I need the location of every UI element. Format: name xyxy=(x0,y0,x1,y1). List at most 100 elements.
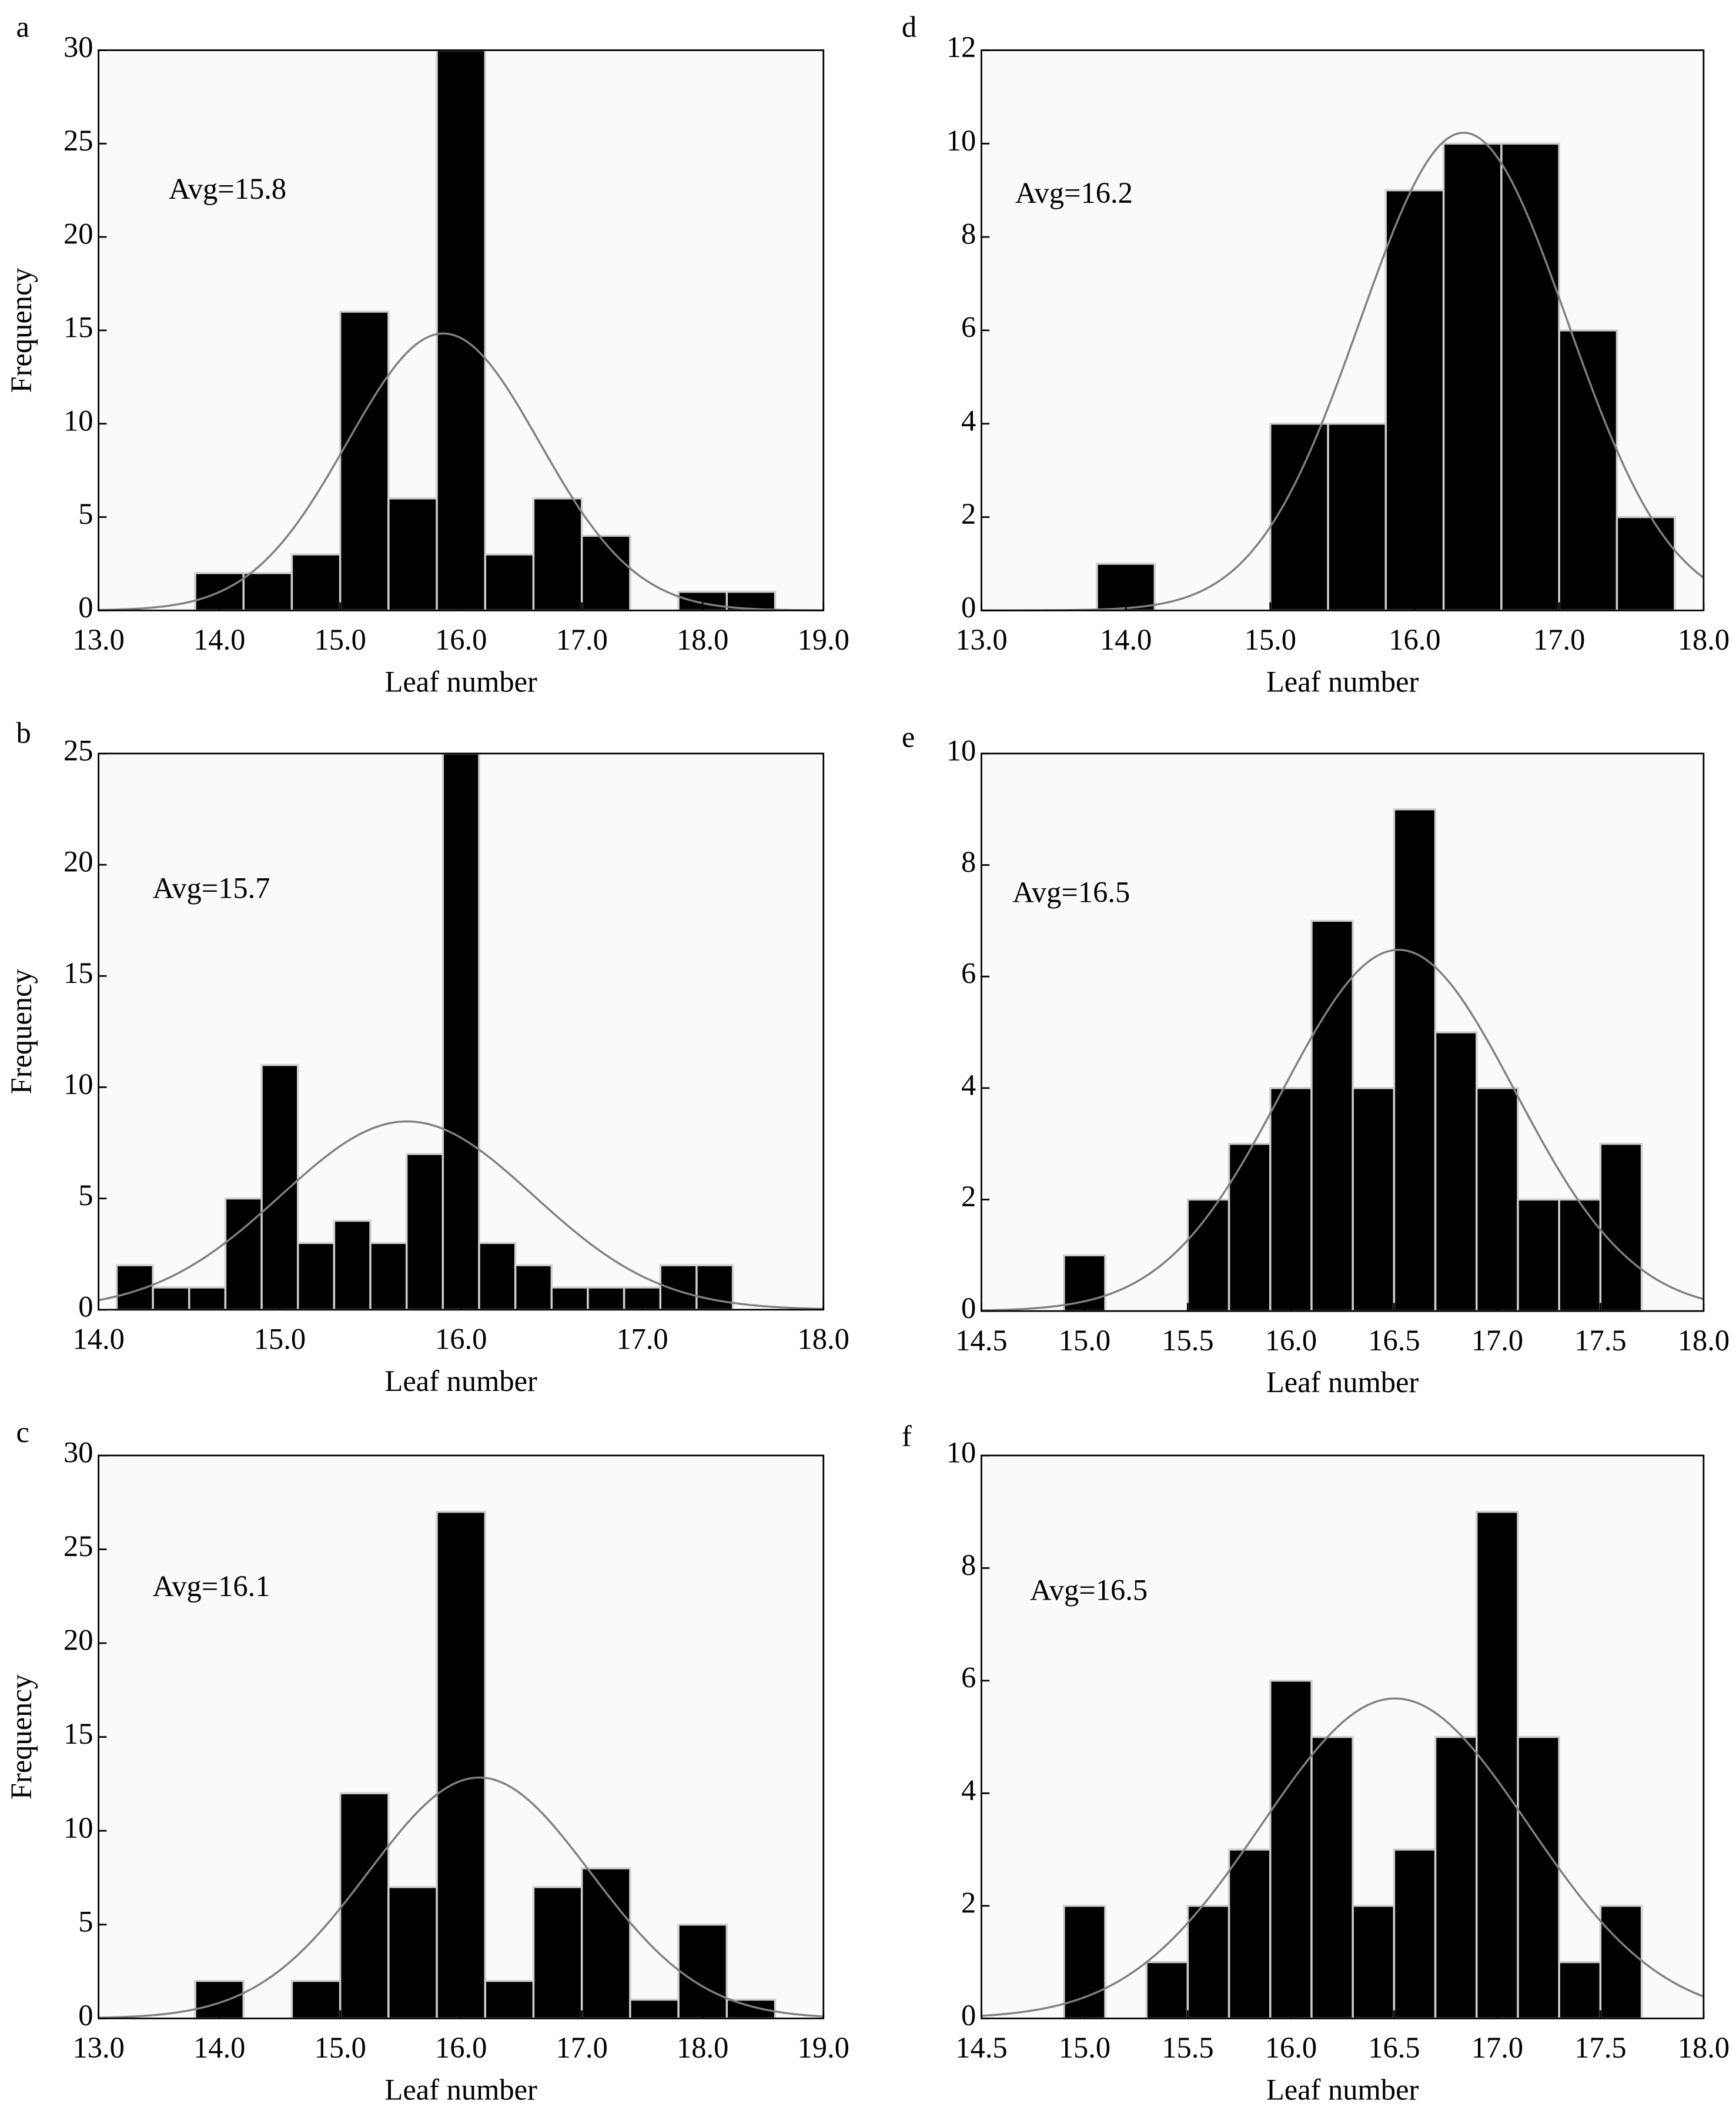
bar xyxy=(629,1998,680,2020)
bar xyxy=(1558,1198,1602,1312)
x-tick-label: 18.0 xyxy=(677,623,728,656)
y-tick-label: 10 xyxy=(946,734,976,767)
bar xyxy=(514,1264,553,1311)
bar xyxy=(1310,1735,1354,2020)
y-tick-label: 4 xyxy=(961,404,976,437)
x-axis-label: Leaf number xyxy=(1266,665,1419,698)
x-tick-label: 13.0 xyxy=(72,623,124,656)
bar xyxy=(1352,1905,1396,2020)
bar xyxy=(1558,329,1618,612)
y-tick-label: 8 xyxy=(961,845,976,878)
annotation: Avg=16.5 xyxy=(1030,1574,1148,1607)
bar xyxy=(532,1886,583,2020)
bar xyxy=(580,534,631,612)
x-tick-label: 19.0 xyxy=(798,623,849,656)
x-tick-label: 17.0 xyxy=(1533,623,1585,656)
y-tick-label: 15 xyxy=(63,956,93,989)
x-tick-label: 14.0 xyxy=(193,623,245,656)
x-tick-label: 15.5 xyxy=(1162,2031,1213,2064)
x-tick-label: 16.5 xyxy=(1368,1324,1420,1357)
x-axis-label: Leaf number xyxy=(384,665,537,698)
y-tick-label: 10 xyxy=(63,1811,93,1844)
x-tick-label: 18.0 xyxy=(1678,623,1730,656)
y-tick-label: 0 xyxy=(961,1292,976,1324)
bar xyxy=(587,1286,626,1311)
annotation: Avg=15.7 xyxy=(152,872,270,905)
bar xyxy=(260,1063,299,1311)
bar xyxy=(1393,1848,1437,2020)
x-axis-label: Leaf number xyxy=(1266,2073,1419,2106)
bar xyxy=(1269,1680,1313,2020)
y-tick-label: 5 xyxy=(78,497,93,530)
bar xyxy=(339,310,390,612)
bar xyxy=(725,1998,777,2020)
bar xyxy=(532,497,583,612)
y-tick-label: 6 xyxy=(961,1661,976,1694)
x-tick-label: 18.0 xyxy=(798,1323,849,1356)
bar xyxy=(1063,1254,1106,1312)
bar xyxy=(1558,1961,1602,2020)
bar xyxy=(339,1792,390,2020)
y-tick-label: 25 xyxy=(63,1530,93,1563)
panel-label: f xyxy=(902,1420,912,1453)
x-tick-label: 14.0 xyxy=(193,2031,245,2064)
y-axis-label: Frequency xyxy=(5,1674,38,1799)
y-tick-label: 25 xyxy=(63,734,93,767)
bar xyxy=(188,1286,227,1311)
y-tick-label: 20 xyxy=(63,218,93,250)
x-tick-label: 16.0 xyxy=(1265,1324,1317,1357)
x-tick-label: 14.0 xyxy=(72,1323,124,1356)
bar xyxy=(405,1153,444,1311)
x-tick-label: 16.0 xyxy=(435,1323,487,1356)
bar xyxy=(441,752,480,1311)
y-tick-label: 6 xyxy=(961,311,976,344)
x-tick-label: 17.0 xyxy=(556,2031,608,2064)
bar xyxy=(1384,189,1445,612)
y-tick-label: 5 xyxy=(78,1179,93,1212)
y-tick-label: 6 xyxy=(961,957,976,990)
x-tick-label: 16.0 xyxy=(435,2031,487,2064)
y-tick-label: 20 xyxy=(63,1624,93,1657)
bar xyxy=(1393,808,1437,1312)
y-tick-label: 12 xyxy=(946,31,976,63)
y-tick-label: 0 xyxy=(961,591,976,624)
y-tick-label: 0 xyxy=(78,1290,93,1323)
x-tick-label: 16.0 xyxy=(1389,623,1440,656)
x-tick-label: 17.0 xyxy=(1471,2031,1523,2064)
y-tick-label: 2 xyxy=(961,1886,976,1919)
bar xyxy=(1476,1510,1519,2020)
bar xyxy=(1434,1031,1478,1312)
annotation: Avg=15.8 xyxy=(169,172,286,205)
y-tick-label: 8 xyxy=(961,1548,976,1581)
bar xyxy=(550,1286,589,1311)
x-tick-label: 18.0 xyxy=(1678,2031,1730,2064)
y-tick-label: 10 xyxy=(946,1436,976,1469)
x-tick-label: 16.5 xyxy=(1368,2031,1420,2064)
x-tick-label: 15.0 xyxy=(314,623,366,656)
normal-curve xyxy=(98,1120,824,1310)
panel-label: b xyxy=(16,717,31,750)
y-tick-label: 8 xyxy=(961,218,976,250)
annotation: Avg=16.2 xyxy=(1015,176,1133,209)
y-tick-label: 10 xyxy=(63,404,93,437)
bar xyxy=(290,553,342,612)
x-tick-label: 18.0 xyxy=(1678,1324,1730,1357)
bar xyxy=(224,1197,263,1311)
x-tick-label: 17.5 xyxy=(1574,2031,1626,2064)
plot-frame xyxy=(981,752,1705,1312)
plot-frame xyxy=(981,1454,1705,2019)
normal-curve xyxy=(981,132,1704,612)
bar xyxy=(1599,1905,1643,2020)
y-tick-label: 5 xyxy=(78,1905,93,1938)
x-tick-label: 15.0 xyxy=(254,1323,306,1356)
panel-label: e xyxy=(902,720,915,753)
x-tick-label: 15.0 xyxy=(314,2031,366,2064)
bar xyxy=(1269,423,1329,612)
bar xyxy=(1517,1198,1560,1312)
x-tick-label: 14.0 xyxy=(1100,623,1152,656)
y-tick-label: 30 xyxy=(63,1436,93,1469)
x-tick-label: 16.0 xyxy=(435,623,487,656)
x-axis-label: Leaf number xyxy=(384,2073,537,2106)
x-tick-label: 16.0 xyxy=(1265,2031,1317,2064)
